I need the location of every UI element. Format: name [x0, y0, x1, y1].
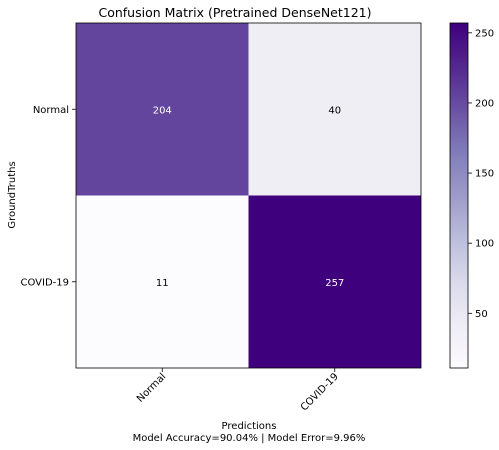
x-tick-label: Normal: [135, 371, 168, 404]
colorbar-tick-label: 50: [475, 309, 488, 320]
heatmap-cells: [76, 23, 421, 368]
y-axis-ticks: Normal COVID-19: [20, 105, 76, 288]
cell-value-label: 11: [156, 278, 169, 289]
y-tick-label: Normal: [33, 105, 69, 116]
colorbar-tick-label: 100: [475, 239, 494, 250]
chart-title: Confusion Matrix (Pretrained DenseNet121…: [98, 5, 371, 20]
heatmap-cell: [76, 195, 249, 368]
cell-value-label: 204: [153, 105, 172, 116]
x-axis-label: Predictions: [222, 421, 277, 432]
colorbar-ticks: 50 100 150 200 250: [468, 28, 494, 320]
x-axis-ticks: Normal COVID-19: [135, 368, 341, 413]
heatmap-cell: [248, 195, 421, 368]
cell-value-labels: 204 40 11 257: [153, 105, 345, 289]
x-axis-note: Model Accuracy=90.04% | Model Error=9.96…: [133, 433, 366, 444]
x-tick-label: COVID-19: [299, 371, 341, 413]
colorbar-tick-label: 150: [475, 169, 494, 180]
plot-frame: [75, 22, 422, 369]
colorbar-tick-label: 250: [475, 28, 494, 39]
y-axis-label: GroundTruths: [7, 161, 18, 228]
colorbar-tick-label: 200: [475, 98, 494, 109]
heatmap-cell: [76, 23, 249, 196]
cell-value-label: 257: [325, 278, 344, 289]
y-tick-label: COVID-19: [20, 277, 69, 288]
cell-value-label: 40: [328, 105, 341, 116]
colorbar: [449, 22, 469, 369]
heatmap-cell: [248, 23, 421, 196]
